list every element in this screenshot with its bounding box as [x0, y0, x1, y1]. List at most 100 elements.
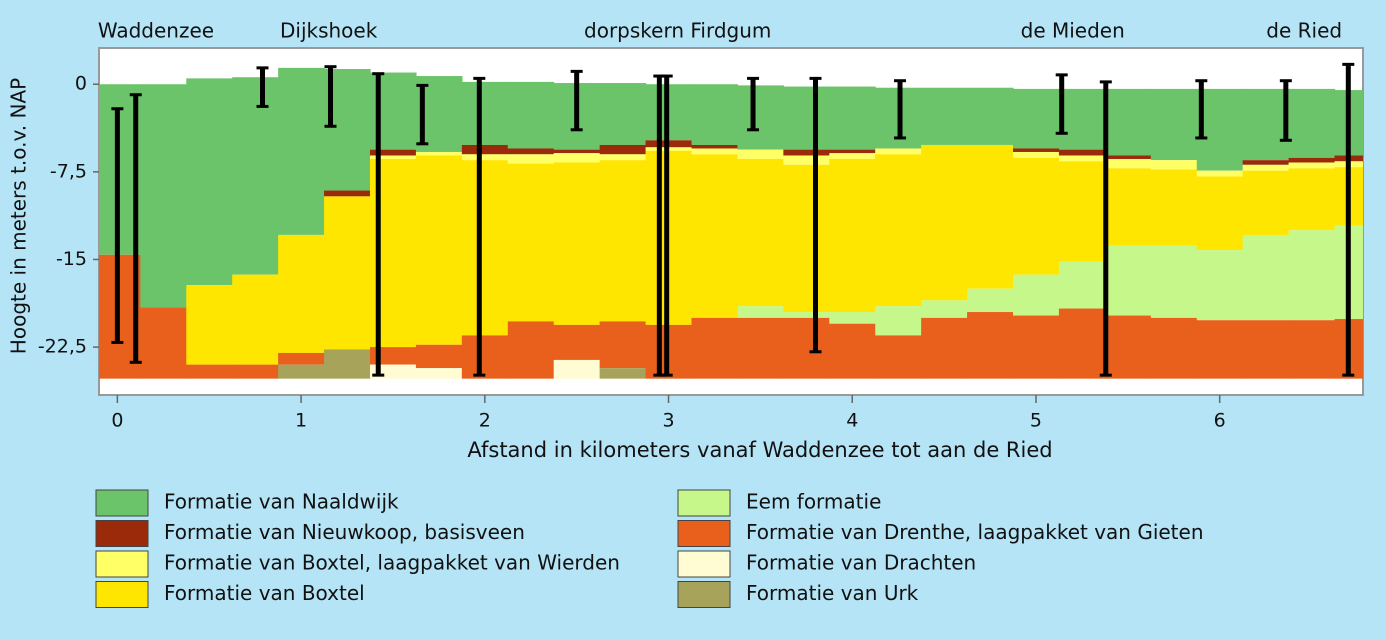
- layer-segment: [415, 368, 463, 379]
- layer-segment: [1196, 176, 1244, 251]
- layer-segment: [507, 81, 555, 149]
- layer-segment: [783, 317, 830, 379]
- borehole: [1055, 73, 1068, 135]
- layer-segment: [967, 87, 1014, 145]
- y-tick-label: 0: [75, 73, 87, 95]
- layer-segment: [1242, 164, 1290, 171]
- layer-segment: [415, 344, 463, 369]
- layer-segment: [369, 155, 417, 159]
- layer-segment: [691, 154, 739, 318]
- layer-segment: [140, 84, 187, 308]
- layer-segment: [783, 312, 830, 318]
- overlay: 0 -7,5 -15 -22,5 0 1 2 3 4 5 6 Waddenzee Dijkshoek do…: [38, 19, 1355, 608]
- x-tick-label: 5: [1030, 410, 1042, 432]
- layer-segment: [921, 317, 968, 379]
- layer-segment: [140, 307, 187, 379]
- legend-label: Formatie van Boxtel: [164, 581, 365, 605]
- layer-segment: [1196, 250, 1244, 321]
- layer-segment: [278, 234, 325, 353]
- layer-segment: [324, 349, 371, 379]
- layer-segment: [783, 164, 830, 313]
- legend-label: Formatie van Urk: [746, 581, 919, 605]
- borehole: [111, 107, 124, 344]
- layer-segment: [1013, 157, 1060, 275]
- layer-segment: [186, 364, 233, 379]
- layer-segment: [232, 274, 279, 365]
- legend-label: Eem formatie: [746, 490, 881, 514]
- layer-segment: [1104, 168, 1152, 246]
- layer-segment: [186, 285, 233, 365]
- legend-swatch: [95, 550, 149, 578]
- layer-segment: [783, 155, 830, 165]
- location-label: Dijkshoek: [280, 19, 378, 43]
- layer-segment: [967, 312, 1014, 379]
- layer-segment: [875, 306, 922, 336]
- x-tick-label: 4: [846, 410, 858, 432]
- layer-segment: [553, 162, 601, 325]
- layer-segment: [278, 352, 325, 365]
- layer-segment: [1242, 170, 1290, 235]
- layer-segment: [461, 160, 509, 336]
- layer-segment: [691, 84, 739, 145]
- layer-segment: [1150, 88, 1198, 161]
- x-tick-label: 3: [662, 410, 674, 432]
- borehole: [256, 66, 269, 108]
- layer-segment: [553, 324, 601, 360]
- legend-swatch: [95, 489, 149, 517]
- layer-segment: [1288, 230, 1336, 321]
- layer-segment: [186, 78, 233, 286]
- layer-segment: [829, 323, 876, 379]
- legend-swatch: [677, 489, 731, 517]
- layer-segment: [278, 364, 325, 379]
- layer-segment: [875, 148, 922, 155]
- layer-segment: [1013, 315, 1060, 379]
- layer-segment: [1104, 88, 1152, 156]
- layer-segment: [967, 288, 1014, 313]
- layer-segment: [1288, 168, 1336, 231]
- layer-segment: [967, 144, 1014, 289]
- layer-segment: [783, 86, 830, 150]
- layer-segment: [1288, 320, 1336, 379]
- layer-segment: [1288, 157, 1336, 163]
- borehole: [809, 76, 822, 354]
- layer-segment: [1150, 169, 1198, 246]
- layer-segment: [921, 87, 968, 145]
- x-tick-label: 1: [295, 410, 307, 432]
- layer-segment: [691, 317, 739, 379]
- layer-segment: [1334, 167, 1363, 226]
- layer-segment: [737, 149, 784, 159]
- layer-segment: [1058, 308, 1106, 379]
- y-tick-label: -22,5: [38, 336, 87, 358]
- layer-segment: [1196, 170, 1244, 177]
- borehole: [473, 76, 486, 377]
- borehole: [416, 83, 429, 146]
- legend-label: Formatie van Drenthe, laagpakket van Gie…: [746, 520, 1204, 544]
- layers: [99, 67, 1363, 379]
- borehole: [1279, 79, 1292, 142]
- layer-segment: [829, 149, 876, 154]
- layer-segment: [1104, 155, 1152, 159]
- legend-label: Formatie van Nieuwkoop, basisveen: [164, 520, 525, 544]
- x-axis-label: Afstand in kilometers vanaf Waddenzee to…: [467, 438, 1052, 462]
- legend-swatch: [677, 520, 731, 547]
- layer-segment: [507, 163, 555, 322]
- layer-segment: [1288, 162, 1336, 169]
- layer-segment: [691, 148, 739, 155]
- layer-segment: [1104, 158, 1152, 169]
- borehole: [1195, 79, 1208, 140]
- borehole: [660, 74, 673, 377]
- layer-segment: [1334, 319, 1363, 379]
- layer-segment: [737, 158, 784, 307]
- legend-swatch: [677, 581, 731, 608]
- layer-segment: [1013, 274, 1060, 316]
- layer-segment: [599, 144, 647, 155]
- layer-segment: [1058, 155, 1106, 162]
- layer-segment: [1013, 148, 1060, 152]
- layer-segment: [1334, 225, 1363, 320]
- layer-segment: [278, 67, 325, 235]
- legend-swatch: [677, 550, 731, 578]
- layer-segment: [369, 149, 417, 156]
- y-axis-label: Hoogte in meters t.o.v. NAP: [7, 78, 31, 354]
- layer-segment: [324, 190, 371, 197]
- layer-segment: [415, 155, 463, 345]
